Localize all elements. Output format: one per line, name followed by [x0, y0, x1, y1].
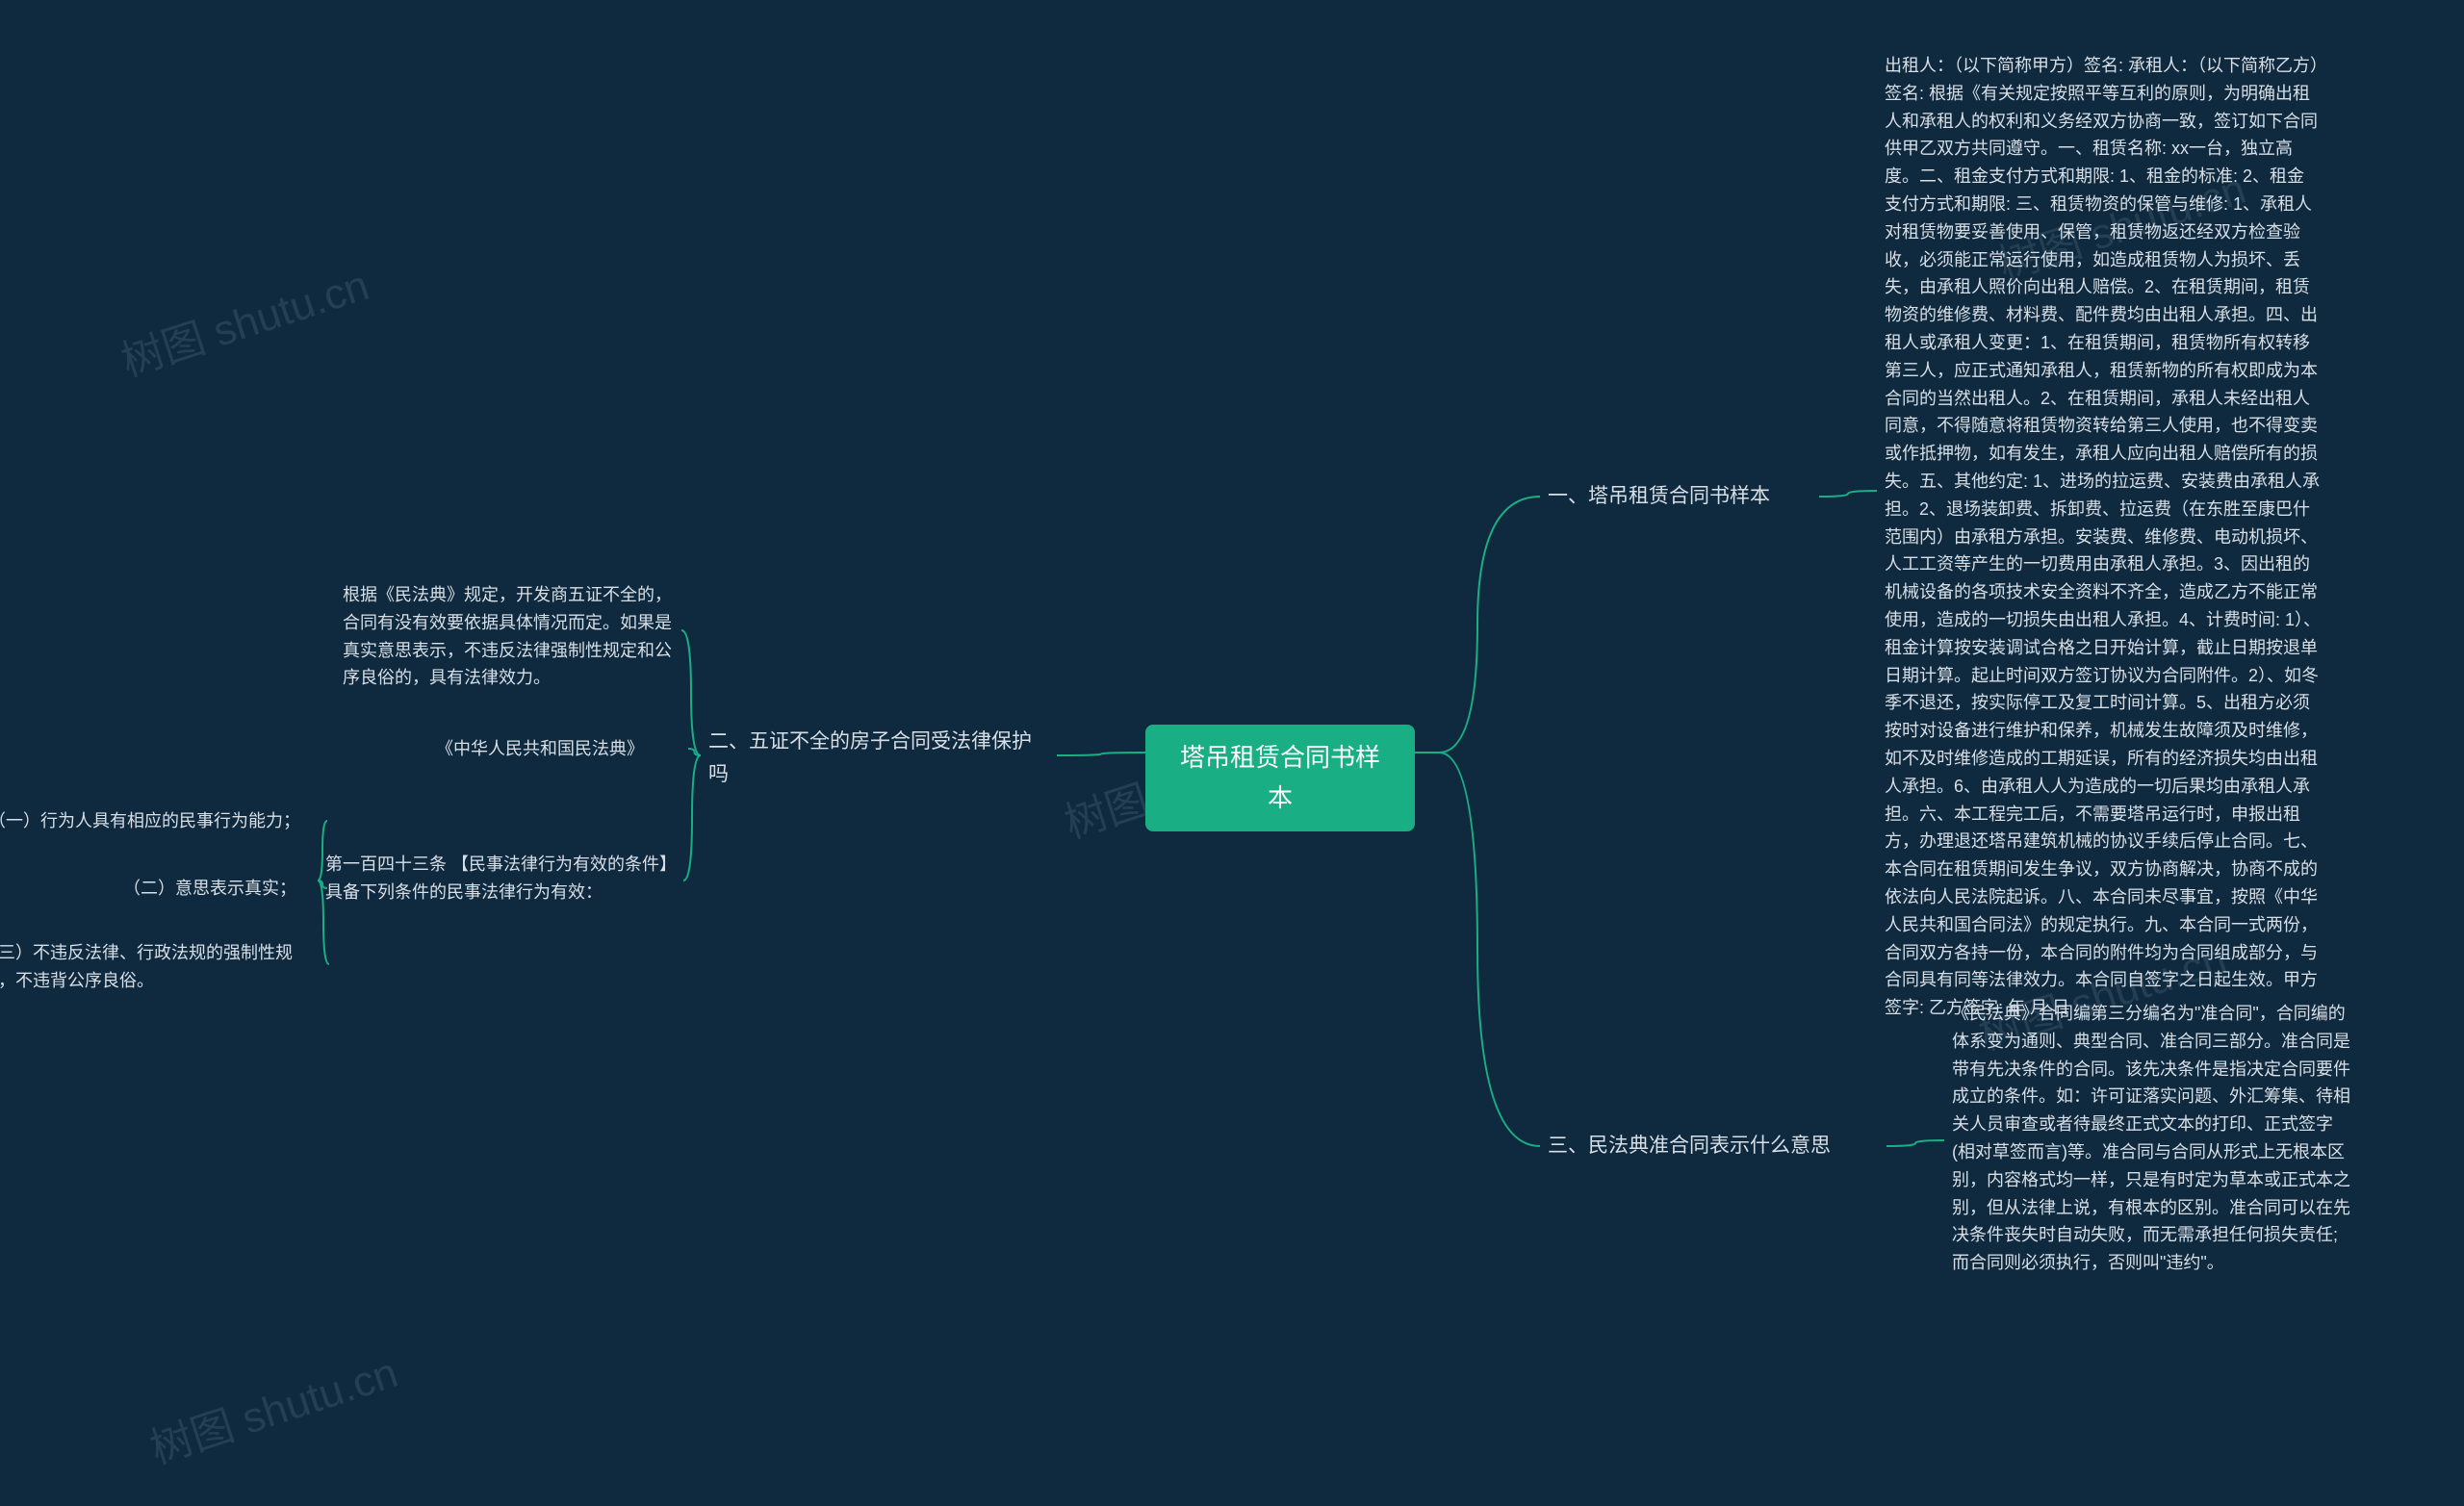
branch-label: 三、民法典准合同表示什么意思 — [1540, 1126, 1886, 1166]
leaf-node: （三）不违反法律、行政法规的强制性规定，不违背公序良俗。 — [0, 935, 329, 999]
leaf-node: （一）行为人具有相应的民事行为能力； — [0, 804, 327, 839]
watermark: 树图 shutu.cn — [141, 1338, 404, 1475]
watermark: 树图 shutu.cn — [113, 250, 375, 388]
mindmap-canvas: 树图 shutu.cn树图 shutu.cn树图 shutu.cn树图 shut… — [0, 0, 2464, 1506]
child-node: 《中华人民共和国民法典》 — [428, 731, 688, 767]
branch-label: 二、五证不全的房子合同受法律保护吗 — [701, 722, 1057, 794]
child-node: 第一百四十三条 【民事法律行为有效的条件】具备下列条件的民事法律行为有效： — [318, 847, 683, 910]
center-node: 塔吊租赁合同书样本 — [1145, 725, 1415, 831]
branch-body: 《民法典》合同编第三分编名为"准合同"，合同编的体系变为通则、典型合同、准合同三… — [1944, 996, 2358, 1281]
child-node: 根据《民法典》规定，开发商五证不全的，合同有没有效要依据具体情况而定。如果是真实… — [335, 577, 681, 696]
leaf-node: （二）意思表示真实； — [116, 871, 327, 906]
branch-body: 出租人：（以下简称甲方）签名: 承租人：（以下简称乙方）签名: 根据《有关规定按… — [1877, 48, 2329, 1026]
branch-label: 一、塔吊租赁合同书样本 — [1540, 476, 1819, 517]
